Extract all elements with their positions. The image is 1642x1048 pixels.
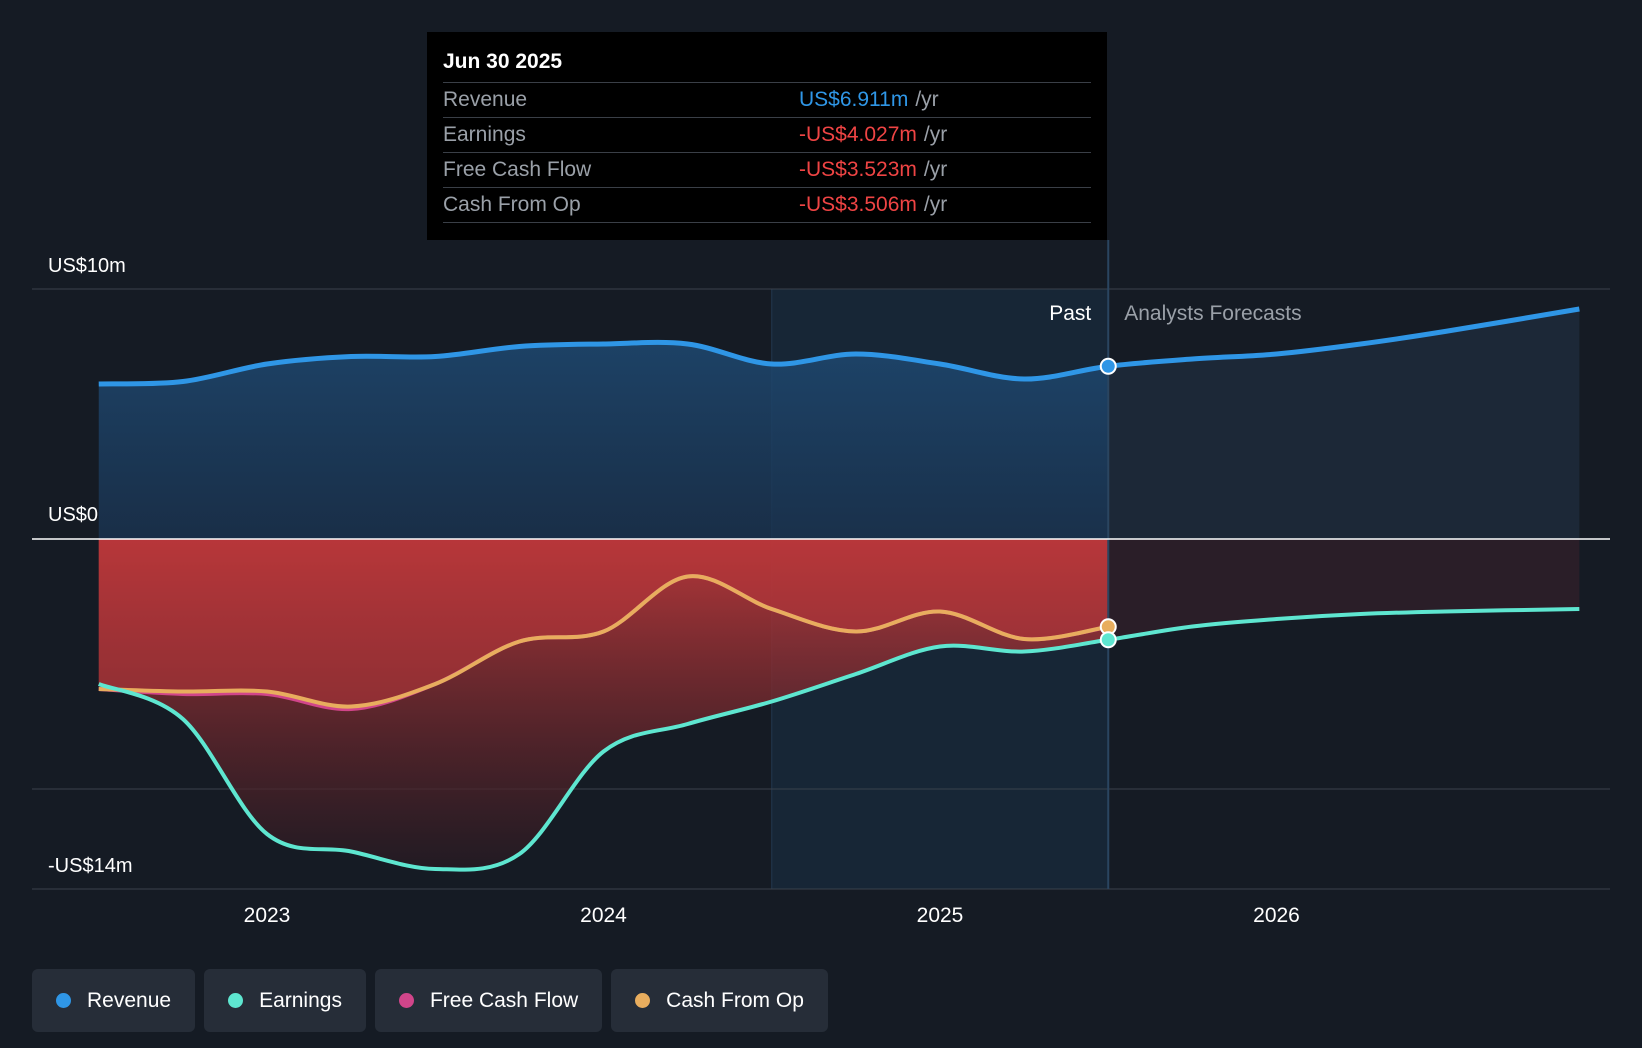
legend-label: Cash From Op xyxy=(666,988,804,1012)
past-label: Past xyxy=(1049,302,1091,325)
revenue-area-forecast xyxy=(1108,309,1580,539)
marker-earnings xyxy=(1099,631,1117,649)
tooltip-label: Cash From Op xyxy=(443,193,581,216)
tooltip-label: Earnings xyxy=(443,123,526,146)
legend-label: Revenue xyxy=(87,988,172,1012)
tooltip-label: Revenue xyxy=(443,88,528,111)
tooltip-row-earnings: Earnings -US$4.027m /yr xyxy=(443,117,1091,152)
tooltip-value: US$6.911m xyxy=(799,88,909,111)
legend-label: Free Cash Flow xyxy=(429,988,579,1012)
legend-dot-icon xyxy=(56,993,71,1008)
cashflow-area xyxy=(98,539,1109,707)
tooltip-unit: /yr xyxy=(923,193,948,216)
legend-item-earnings[interactable]: Earnings xyxy=(204,969,366,1032)
series-line-earnings xyxy=(97,607,1580,872)
legend: Revenue Earnings Free Cash Flow Cash Fro… xyxy=(32,969,828,1032)
marker-revenue xyxy=(1099,357,1117,375)
tooltip: Jun 30 2025 Revenue US$6.911m /yr Earnin… xyxy=(427,32,1107,240)
y-tick-label: US$0 xyxy=(48,504,98,526)
tooltip-value: -US$3.523m xyxy=(799,158,917,181)
legend-dot-icon xyxy=(398,993,414,1008)
legend-dot-icon xyxy=(228,993,244,1008)
series-line-revenue xyxy=(98,306,1580,387)
tooltip-row-revenue: Revenue US$6.911m /yr xyxy=(443,82,1091,117)
legend-label: Earnings xyxy=(259,988,342,1012)
x-tick-label: 2026 xyxy=(1253,904,1300,927)
tooltip-value: -US$4.027m xyxy=(799,123,917,146)
legend-dot-icon xyxy=(635,993,651,1008)
x-tick-label: 2025 xyxy=(917,904,964,927)
revenue-area-past xyxy=(98,342,1109,539)
x-tick-label: 2024 xyxy=(580,904,627,927)
legend-item-cash-from-op[interactable]: Cash From Op xyxy=(611,969,828,1032)
tooltip-date: Jun 30 2025 xyxy=(443,50,563,73)
series-line-cash-from-op xyxy=(98,574,1109,709)
tooltip-row-cash-from-op: Cash From Op -US$3.506m /yr xyxy=(443,187,1091,223)
tooltip-value: -US$3.506m xyxy=(799,193,917,216)
tooltip-unit: /yr xyxy=(923,158,948,181)
y-tick-label: US$10m xyxy=(48,255,126,277)
y-tick-label: -US$14m xyxy=(48,855,132,877)
forecast-label: Analysts Forecasts xyxy=(1124,302,1301,325)
tooltip-unit: /yr xyxy=(923,123,948,146)
legend-item-revenue[interactable]: Revenue xyxy=(32,969,196,1032)
x-tick-label: 2023 xyxy=(244,904,291,927)
tooltip-label: Free Cash Flow xyxy=(443,158,592,181)
negative-area-forecast xyxy=(1108,539,1580,640)
legend-item-free-cash-flow[interactable]: Free Cash Flow xyxy=(374,969,603,1032)
tooltip-row-free-cash-flow: Free Cash Flow -US$3.523m /yr xyxy=(443,152,1091,187)
tooltip-unit: /yr xyxy=(915,88,939,111)
